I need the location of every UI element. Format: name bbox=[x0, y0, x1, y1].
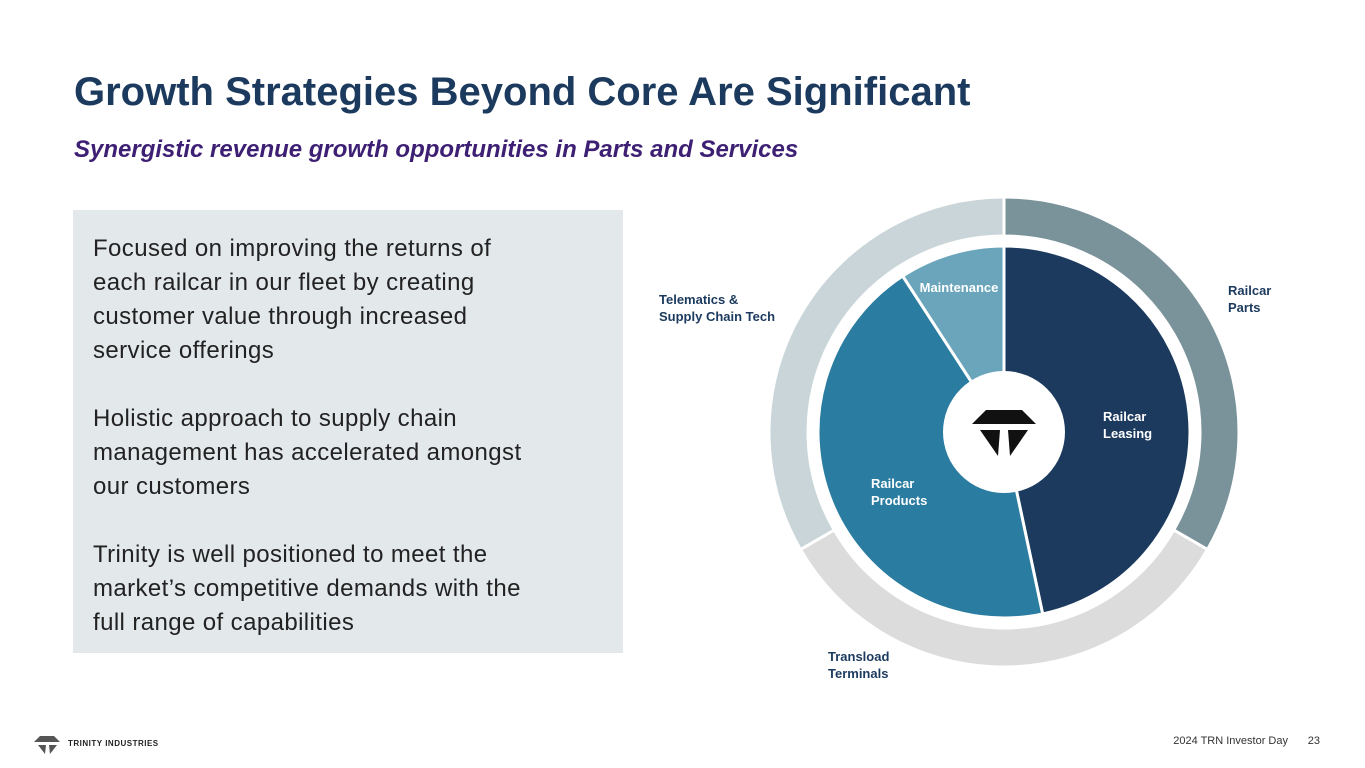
segment-label: Terminals bbox=[828, 666, 888, 681]
segment-label: Transload bbox=[828, 649, 889, 664]
paragraph-line: Focused on improving the returns of bbox=[93, 235, 492, 262]
page-number: 23 bbox=[1308, 735, 1320, 747]
paragraph-line: our customers bbox=[93, 473, 251, 500]
paragraph-line: service offerings bbox=[93, 337, 275, 364]
text-box: Focused on improving the returns of each … bbox=[73, 210, 623, 653]
paragraph: Focused on improving the returns of each … bbox=[93, 232, 603, 368]
paragraph-line: market’s competitive demands with the bbox=[93, 575, 521, 602]
paragraph-line: full range of capabilities bbox=[93, 609, 355, 636]
paragraph-line: management has accelerated amongst bbox=[93, 439, 522, 466]
segment-label: Supply Chain Tech bbox=[659, 309, 775, 324]
pie-segment bbox=[1002, 244, 1192, 616]
footer-brand: TRINITY INDUSTRIES bbox=[68, 739, 159, 748]
paragraph-line: Trinity is well positioned to meet the bbox=[93, 541, 488, 568]
paragraph-line: customer value through increased bbox=[93, 303, 468, 330]
segment-label: Products bbox=[871, 493, 927, 508]
segment-label: Railcar bbox=[1103, 409, 1146, 424]
center-circle bbox=[943, 371, 1065, 493]
segment-label: Parts bbox=[1228, 300, 1261, 315]
segment-label: Leasing bbox=[1103, 426, 1152, 441]
ring-segment bbox=[767, 195, 1006, 552]
paragraph: Holistic approach to supply chain managem… bbox=[93, 402, 603, 504]
footer-logo bbox=[34, 736, 60, 754]
paragraphs: Focused on improving the returns of each … bbox=[73, 210, 623, 696]
segment-label: Railcar bbox=[1228, 283, 1271, 298]
paragraph: Trinity is well positioned to meet the ma… bbox=[93, 538, 603, 640]
footer-event: 2024 TRN Investor Day bbox=[1173, 735, 1288, 747]
segment-label: Maintenance bbox=[920, 280, 999, 295]
title: Growth Strategies Beyond Core Are Signif… bbox=[74, 70, 971, 114]
pie-segment bbox=[816, 273, 1045, 620]
segment-label: Railcar bbox=[871, 476, 914, 491]
center-logo bbox=[972, 410, 1036, 456]
paragraph-line: each railcar in our fleet by creating bbox=[93, 269, 475, 296]
subtitle: Synergistic revenue growth opportunities… bbox=[74, 136, 799, 163]
segment-label: Telematics & bbox=[659, 292, 738, 307]
paragraph-line: Holistic approach to supply chain bbox=[93, 405, 458, 432]
